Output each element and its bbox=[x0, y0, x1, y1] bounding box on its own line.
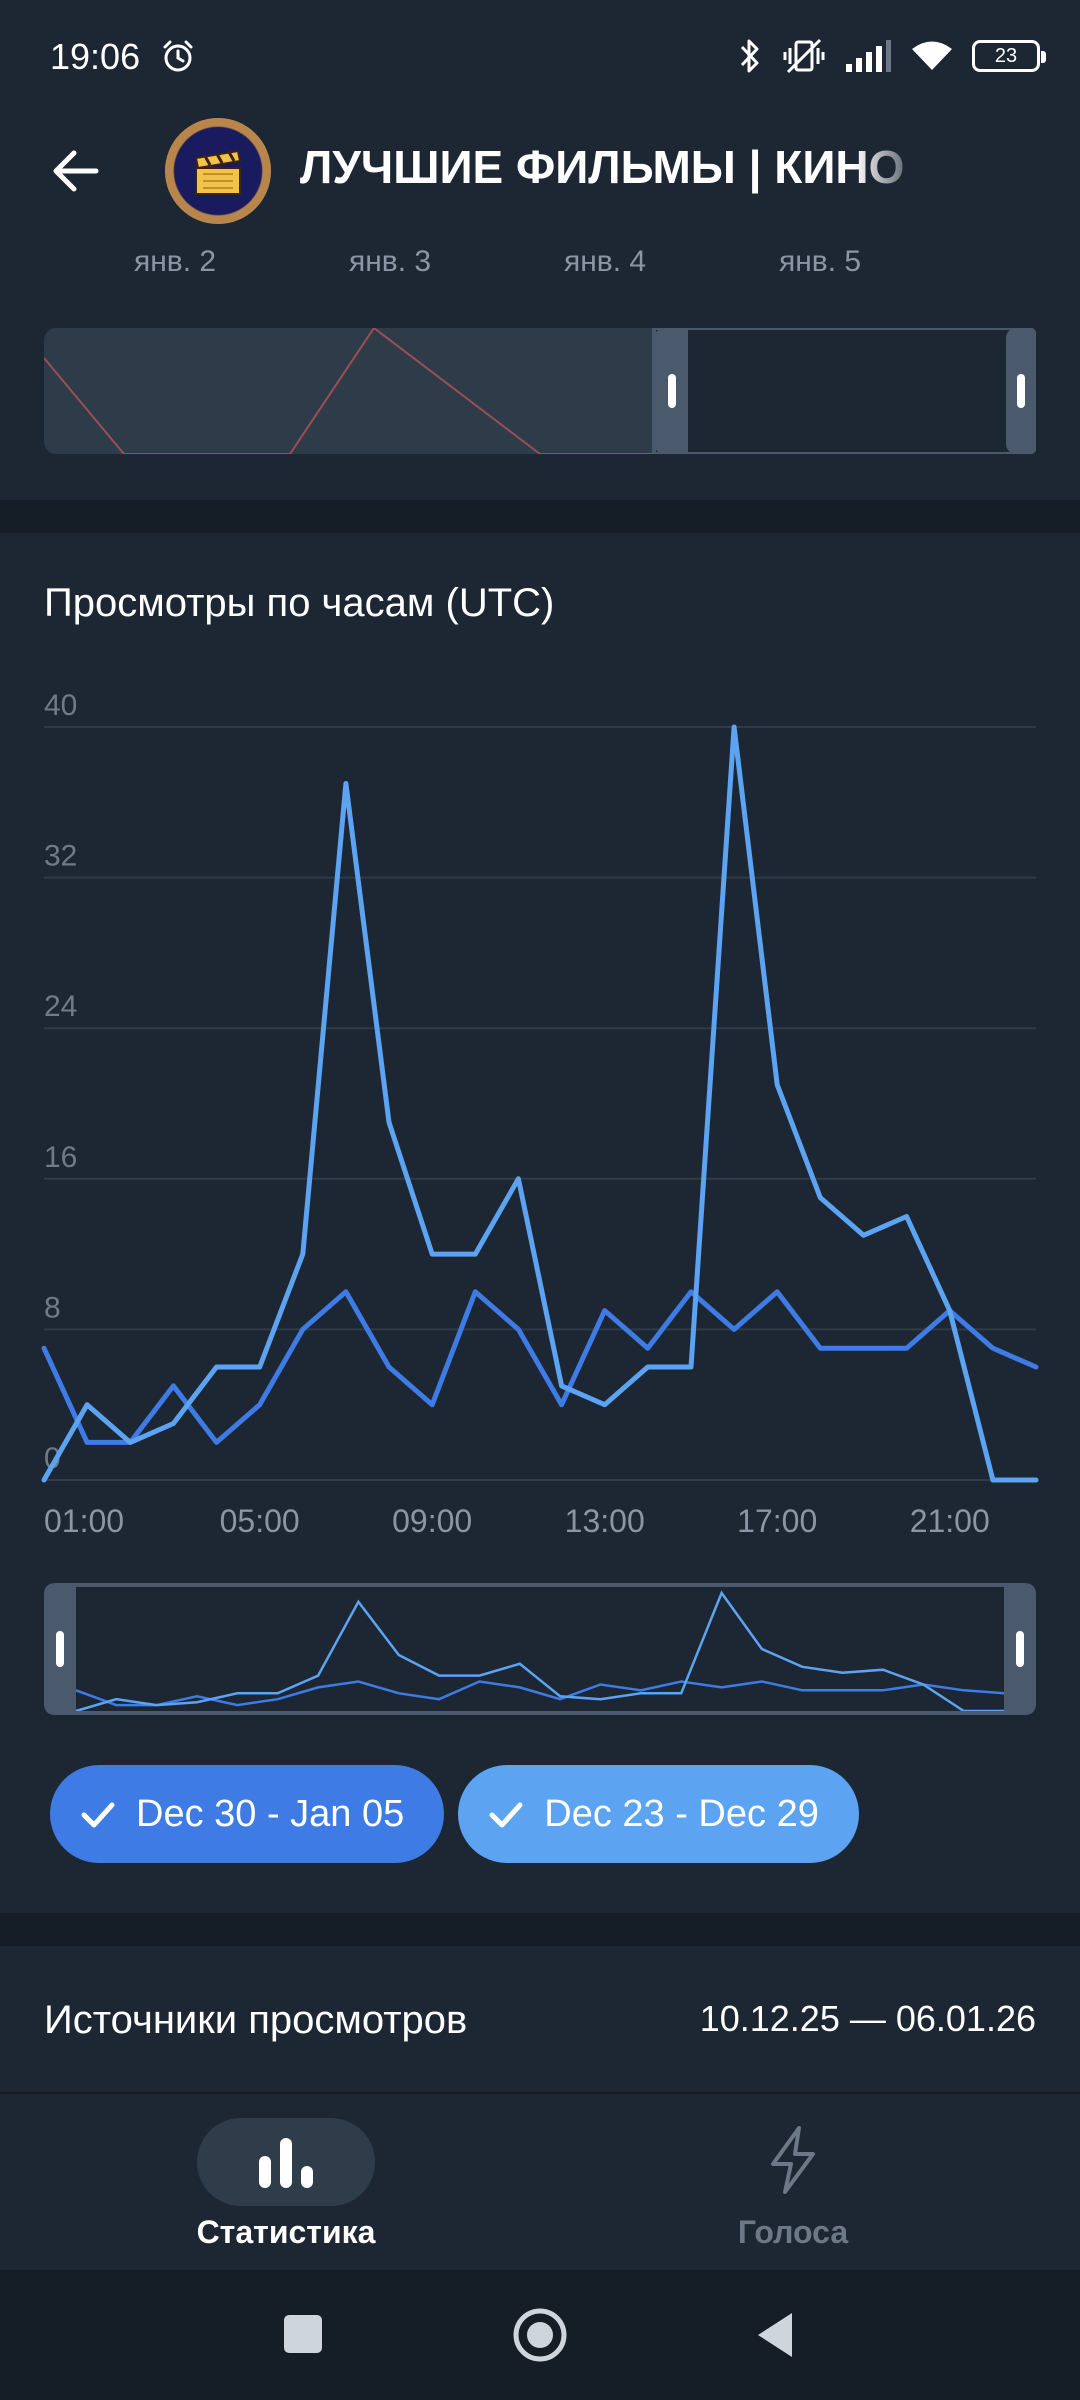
wifi-icon bbox=[912, 41, 952, 70]
legend-chip-label: Dec 23 - Dec 29 bbox=[544, 1792, 819, 1835]
y-tick-label: 32 bbox=[44, 840, 77, 873]
arrow-left-icon[interactable] bbox=[44, 139, 108, 203]
check-icon bbox=[81, 1802, 115, 1828]
x-tick-label: 17:00 bbox=[737, 1503, 817, 1539]
sources-title: Источники просмотров bbox=[44, 1998, 468, 2042]
date-label: янв. 4 bbox=[563, 245, 647, 278]
y-tick-label: 8 bbox=[44, 1291, 61, 1324]
check-icon bbox=[489, 1802, 523, 1828]
lightning-icon bbox=[771, 2126, 815, 2194]
y-tick-label: 0 bbox=[44, 1442, 61, 1475]
overview-range-navigator[interactable] bbox=[44, 328, 1036, 454]
series-line-1 bbox=[41, 1289, 1039, 1445]
navigator-line-2 bbox=[75, 1590, 1004, 1713]
signal-icon bbox=[846, 40, 891, 72]
legend-chip-label: Dec 30 - Jan 05 bbox=[136, 1792, 405, 1835]
right-drag-handle[interactable] bbox=[1017, 374, 1025, 408]
series-line-2 bbox=[41, 724, 1039, 1483]
home-button-icon[interactable] bbox=[510, 2305, 570, 2365]
nav-item-statistics[interactable]: Статистика bbox=[86, 2094, 486, 2272]
bottom-navigation: Статистика Голоса bbox=[0, 2092, 1080, 2270]
bar-chart-icon bbox=[259, 2138, 313, 2188]
x-tick-label: 01:00 bbox=[44, 1503, 124, 1539]
section-divider bbox=[0, 500, 1080, 533]
sources-date-range[interactable]: 10.12.25 — 06.01.26 bbox=[699, 1998, 1036, 2039]
navigator-background bbox=[44, 1583, 1036, 1715]
vibrate-off-icon bbox=[783, 38, 825, 74]
right-grip bbox=[1016, 1631, 1024, 1667]
battery-icon: 23 bbox=[972, 40, 1046, 72]
nav-label: Голоса bbox=[737, 2214, 849, 2250]
x-tick-label: 13:00 bbox=[565, 1503, 645, 1539]
battery-level: 23 bbox=[994, 44, 1018, 67]
left-drag-handle[interactable] bbox=[668, 374, 676, 408]
sources-card[interactable]: Источники просмотров 10.12.25 — 06.01.26 bbox=[0, 1946, 1080, 2091]
date-label: янв. 2 bbox=[133, 245, 217, 278]
nav-label: Статистика bbox=[196, 2214, 376, 2250]
channel-avatar[interactable] bbox=[165, 118, 271, 224]
navigator-line-1 bbox=[75, 1680, 1005, 1707]
status-time: 19:06 bbox=[50, 36, 141, 77]
x-tick-label: 09:00 bbox=[392, 1503, 472, 1539]
back-button-icon[interactable] bbox=[752, 2305, 800, 2365]
legend-chip-current[interactable]: Dec 30 - Jan 05 bbox=[50, 1765, 445, 1863]
views-by-hour-card: Просмотры по часам (UTC) 0 8 16 24 32 40 01:00… bbox=[0, 533, 1080, 1913]
overview-date-labels: янв. 2 янв. 3 янв. 4 янв. 5 bbox=[0, 245, 1080, 285]
chart-range-navigator[interactable] bbox=[44, 1583, 1036, 1715]
y-tick-label: 24 bbox=[44, 990, 77, 1023]
bluetooth-icon bbox=[740, 39, 759, 73]
legend-chips: Dec 30 - Jan 05 Dec 23 - Dec 29 bbox=[50, 1765, 859, 1863]
status-icons: 23 bbox=[736, 36, 1046, 76]
nav-item-votes[interactable]: Голоса bbox=[593, 2094, 993, 2272]
views-chart[interactable]: 0 8 16 24 32 40 01:00 05:00 09:00 13:00 17:00 21:00 bbox=[0, 653, 1080, 1573]
status-bar: 19:06 23 bbox=[0, 0, 1080, 115]
system-navigation-bar bbox=[0, 2270, 1080, 2400]
date-label: янв. 5 bbox=[778, 245, 862, 278]
x-tick-label: 05:00 bbox=[220, 1503, 300, 1539]
x-tick-label: 21:00 bbox=[910, 1503, 990, 1539]
overview-section: янв. 2 янв. 3 янв. 4 янв. 5 bbox=[0, 225, 1080, 500]
clapperboard-icon bbox=[194, 149, 242, 195]
legend-chip-previous[interactable]: Dec 23 - Dec 29 bbox=[458, 1765, 859, 1863]
y-tick-label: 16 bbox=[44, 1141, 77, 1174]
channel-title: ЛУЧШИЕ ФИЛЬМЫ | КИНО bbox=[300, 141, 905, 193]
chart-title: Просмотры по часам (UTC) bbox=[44, 581, 555, 625]
date-label: янв. 3 bbox=[348, 245, 432, 278]
recents-button-icon[interactable] bbox=[282, 2305, 326, 2365]
section-divider bbox=[0, 1913, 1080, 1946]
left-grip bbox=[56, 1631, 64, 1667]
overview-selection-window[interactable] bbox=[652, 328, 1036, 454]
app-header: ЛУЧШИЕ ФИЛЬМЫ | КИНО bbox=[0, 115, 1080, 225]
alarm-icon bbox=[163, 40, 193, 72]
y-tick-label: 40 bbox=[44, 689, 77, 722]
